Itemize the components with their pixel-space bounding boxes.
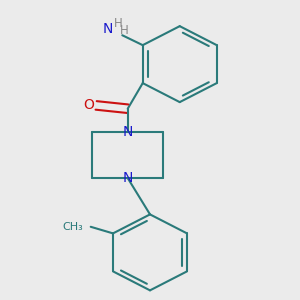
Text: H: H: [114, 17, 123, 30]
Text: CH₃: CH₃: [62, 222, 83, 232]
Text: H: H: [120, 24, 128, 37]
Text: O: O: [83, 98, 94, 112]
Text: N: N: [122, 125, 133, 139]
Text: N: N: [122, 171, 133, 185]
Text: N: N: [103, 22, 113, 36]
